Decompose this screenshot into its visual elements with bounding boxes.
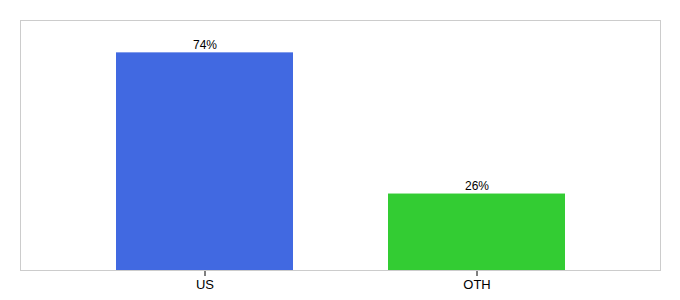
svg-text:26%: 26% (465, 179, 489, 193)
svg-text:US: US (196, 277, 214, 292)
svg-text:74%: 74% (193, 38, 217, 52)
svg-text:OTH: OTH (463, 277, 490, 292)
